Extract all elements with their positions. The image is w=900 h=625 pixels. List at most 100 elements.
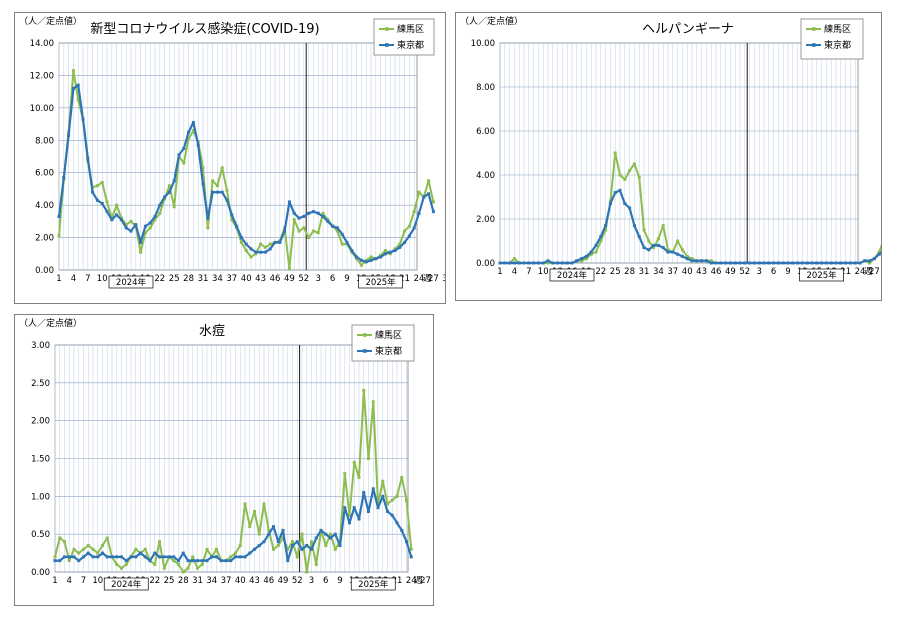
data-point [181,551,185,555]
x-tick-label: 46 [270,274,281,284]
x-tick-label: 52 [292,576,303,586]
legend-swatch-marker [385,27,389,31]
data-point [335,226,339,230]
data-point [211,179,215,183]
x-tick-label: 6 [771,267,776,277]
data-point [219,559,223,563]
data-point [781,261,785,265]
data-point [300,547,304,551]
data-point [340,242,344,246]
x-tick-label: 21 [399,274,410,284]
data-point [220,190,224,194]
herpangina-chart: 0.002.004.006.008.0010.00147101316192225… [460,15,881,282]
data-point [268,242,272,246]
data-point [848,261,852,265]
x-tick-label: 7 [526,267,531,277]
data-point [700,259,704,263]
data-point [311,210,315,214]
data-point [656,243,660,247]
data-point [642,246,646,250]
data-point [200,562,204,566]
data-point [386,509,389,513]
data-point [205,547,209,551]
x-axis-week-label: 週 [864,267,873,277]
data-point [286,547,290,551]
data-point [67,559,71,563]
data-point [182,161,186,165]
data-point [58,559,62,563]
data-point [177,562,180,566]
x-tick-label: 9 [785,267,790,277]
x-tick-label: 46 [263,576,274,586]
data-point [72,547,76,551]
data-point [580,257,584,261]
y-tick-label: 6.00 [35,169,54,179]
data-point [63,540,66,544]
x-tick-label: 31 [639,267,650,277]
data-point [367,509,370,513]
data-point [796,261,800,265]
data-point [412,210,416,214]
data-point [331,224,335,228]
data-point [310,547,313,551]
data-point [124,223,128,227]
herpangina-chart-panel: 0.002.004.006.008.0010.00147101316192225… [455,12,882,301]
data-point [225,189,229,193]
data-point [728,261,732,265]
x-tick-label: 40 [241,274,252,284]
data-point [685,257,689,261]
x-tick-label: 30 [442,274,445,284]
x-tick-label: 10 [538,267,549,277]
data-point [110,555,114,559]
chart-title: ヘルパンギーナ [642,22,734,37]
data-point [594,243,598,247]
x-tick-label: 49 [278,576,289,586]
data-point [272,525,275,529]
data-point [291,540,294,544]
x-tick-label: 46 [711,267,722,277]
y-tick-label: 8.00 [476,83,495,93]
data-point [824,261,828,265]
data-point [834,261,838,265]
x-tick-label: 3 [309,576,314,586]
data-point [403,229,407,233]
data-point [95,184,99,188]
data-point [134,223,138,227]
data-point [263,245,267,249]
covid-chart-panel: 0.00 2.00 4.00 6.00 8.00 10.00 12.00 14.00 1 4 7 10… [14,12,446,304]
data-point [352,460,356,464]
data-point [369,258,373,262]
x-tick-label: 9 [337,576,342,586]
y-tick-label: 12.00 [30,71,54,81]
data-point [338,544,342,548]
data-point [215,184,219,188]
data-point [124,559,128,563]
data-point [647,248,651,252]
data-point [398,245,402,249]
data-point [409,555,413,559]
data-point [405,540,408,544]
x-tick-label: 34 [206,576,217,586]
data-point [167,555,171,559]
data-point [224,559,228,563]
data-point [858,261,862,265]
data-point [302,226,306,230]
data-point [187,137,191,141]
year-label-2025: 2025年 [358,579,389,590]
data-point [508,261,512,265]
data-point [172,205,176,209]
x-tick-label: 25 [610,267,621,277]
year-label-2025: 2025年 [366,277,397,288]
data-point [124,226,128,230]
data-point [666,248,670,252]
y-tick-label: 0.00 [476,259,495,269]
x-tick-label: 31 [192,576,203,586]
data-point [379,255,383,259]
year-label-2025-box [358,275,403,289]
data-point [235,224,239,228]
data-point [690,257,694,261]
data-point [676,252,680,256]
data-point [355,255,359,259]
data-point [498,261,502,265]
data-point [67,133,71,137]
